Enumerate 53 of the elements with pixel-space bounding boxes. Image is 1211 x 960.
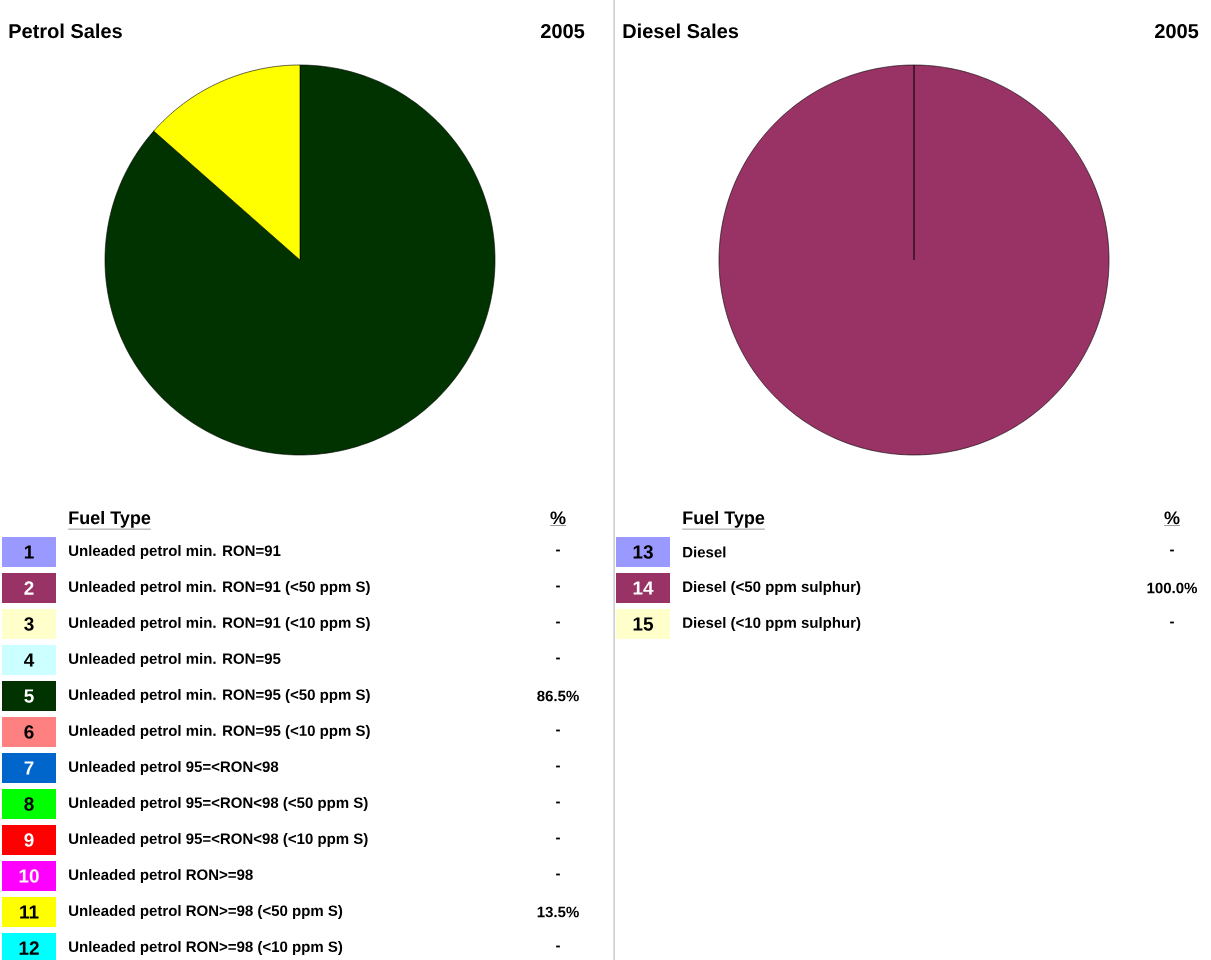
text: - (556, 657, 560, 660)
legend-title: Fuel Type (69, 510, 151, 528)
text: 4 (24, 653, 35, 667)
text: - (1170, 621, 1174, 624)
text: 14 (633, 581, 654, 595)
text: - (556, 801, 560, 804)
text: - (556, 549, 560, 552)
chart-title: Diesel Sales (623, 23, 739, 39)
text: % (550, 511, 566, 525)
legend-label: Unleaded petrol RON>=98 (69, 869, 253, 883)
text: % (1164, 511, 1180, 525)
text: - (556, 765, 560, 768)
text: 15 (633, 617, 654, 631)
text: 5 (24, 689, 34, 703)
data-label: 86.5% (537, 690, 579, 702)
legend-title: Fuel Type (683, 510, 765, 528)
text: 10 (19, 869, 39, 883)
text: 9 (24, 833, 34, 847)
legend-label: Unleaded petrol min. RON=95 (69, 653, 281, 667)
text: 7 (24, 761, 34, 775)
text: 2 (24, 581, 34, 595)
legend-label: Unleaded petrol min. RON=95 (<10 ppm S) (69, 725, 370, 739)
legend-label: Unleaded petrol RON>=98 (<50 ppm S) (69, 905, 343, 919)
data-label: 100.0% (1147, 582, 1198, 594)
text: - (556, 945, 560, 948)
chart-title: Petrol Sales (9, 23, 122, 39)
legend-label: Unleaded petrol 95=<RON<98 (69, 761, 279, 775)
text: 8 (24, 797, 34, 811)
text: 11 (20, 905, 39, 919)
legend-label: Unleaded petrol min. RON=95 (<50 ppm S) (69, 689, 370, 703)
legend-label: Unleaded petrol 95=<RON<98 (<50 ppm S) (69, 797, 368, 811)
chart-subtitle: 2005 (1155, 24, 1199, 39)
text: 1 (24, 545, 34, 559)
text: - (556, 873, 560, 876)
legend-label: Unleaded petrol min. RON=91 (<50 ppm S) (69, 581, 370, 595)
legend-label: Diesel (<10 ppm sulphur) (683, 617, 861, 631)
legend-label: Unleaded petrol min. RON=91 (<10 ppm S) (69, 617, 370, 631)
legend-label: Unleaded petrol 95=<RON<98 (<10 ppm S) (69, 833, 368, 847)
text: - (556, 729, 560, 732)
data-label: 13.5% (537, 906, 579, 918)
text: 3 (24, 617, 34, 631)
text: - (556, 837, 560, 840)
legend-label: Unleaded petrol RON>=98 (<10 ppm S) (69, 941, 343, 955)
text: 12 (19, 941, 39, 955)
text: - (1170, 549, 1174, 552)
chart-subtitle: 2005 (541, 24, 585, 39)
text: - (556, 585, 560, 588)
text: 6 (24, 725, 34, 739)
legend-label: Diesel (683, 546, 726, 558)
text: 13 (633, 545, 653, 559)
text: - (556, 621, 560, 624)
legend-label: Diesel (<50 ppm sulphur) (683, 581, 861, 595)
legend-label: Unleaded petrol min. RON=91 (69, 545, 281, 559)
